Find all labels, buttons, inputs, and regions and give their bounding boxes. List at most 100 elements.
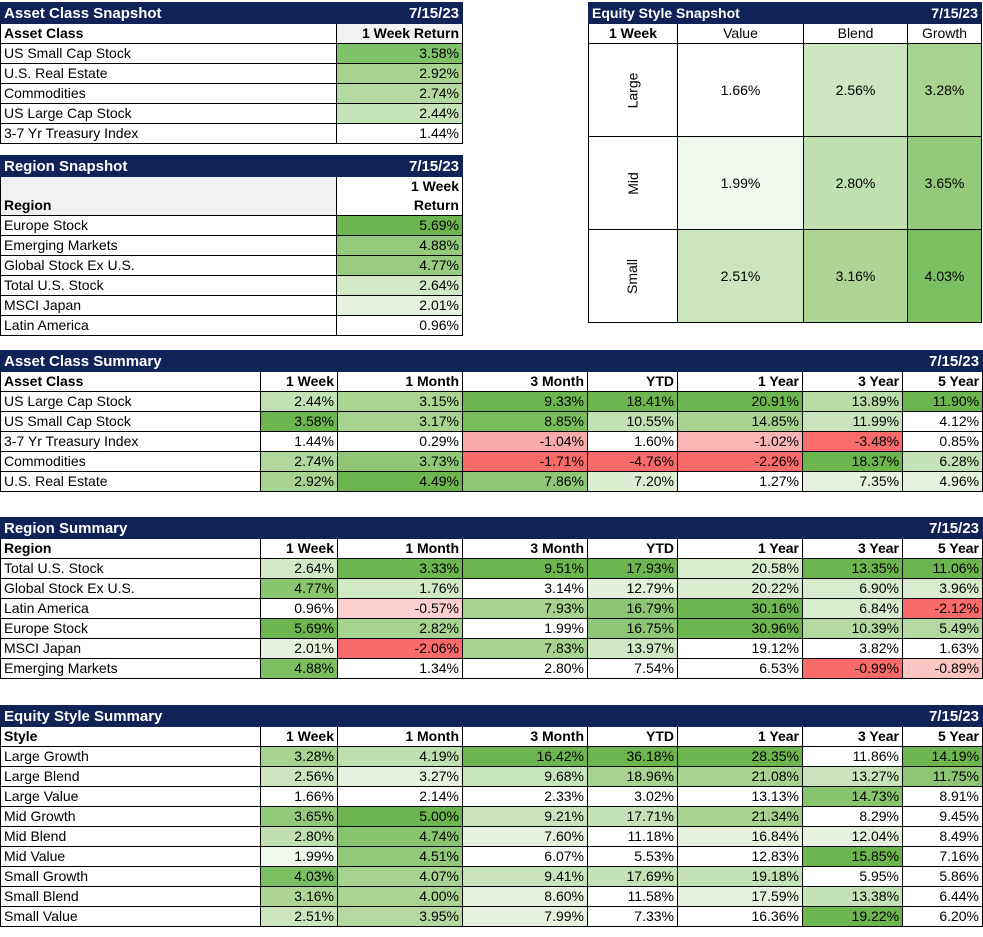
style-summary-row-label: Mid Growth [0, 806, 261, 827]
region-summary-cell: 17.93% [587, 558, 678, 579]
style-summary-cell: 21.08% [677, 766, 803, 787]
region-summary-row: MSCI Japan 2.01% -2.06% 7.83% 13.97% 19.12% 3.… [0, 638, 983, 659]
style-summary-col-header: YTD [587, 726, 678, 747]
asset-summary-cell: 7.35% [801, 471, 904, 492]
style-summary-cell: 2.56% [260, 766, 338, 787]
asset-summary-cell: 4.12% [902, 411, 983, 432]
asset-snapshot-row-label: 3-7 Yr Treasury Index [0, 123, 337, 144]
style-summary-row-label: Large Value [0, 786, 261, 807]
region-snapshot-col-value-line2: Return [336, 196, 463, 216]
asset-snapshot-row-label: Commodities [0, 83, 337, 104]
style-snapshot-cell: 3.28% [907, 43, 982, 137]
asset-snapshot-date: 7/15/23 [336, 2, 463, 24]
region-summary-cell: 7.93% [462, 598, 588, 619]
asset-summary-cell: 11.99% [801, 411, 904, 432]
asset-summary-cell: 3.15% [337, 391, 463, 412]
region-summary-cell: 16.75% [587, 618, 678, 639]
region-summary-col-header: 1 Year [677, 538, 803, 559]
region-summary-cell: 30.96% [677, 618, 803, 639]
style-summary-cell: 1.99% [260, 846, 338, 867]
region-summary-cell: -2.06% [337, 638, 463, 659]
region-snapshot-row-label: Europe Stock [0, 215, 337, 236]
asset-summary-row: US Large Cap Stock 2.44% 3.15% 9.33% 18.41% 2… [0, 391, 983, 412]
region-summary-row-label: Total U.S. Stock [0, 558, 261, 579]
asset-summary-title-row: Asset Class Summary 7/15/23 [0, 350, 983, 372]
asset-snapshot-row-value: 1.44% [336, 123, 463, 144]
region-summary-cell: 20.22% [677, 578, 803, 599]
region-summary-cell: 7.54% [587, 658, 678, 679]
style-snapshot-col-growth: Growth [907, 23, 982, 44]
region-snapshot-row-value: 4.77% [336, 255, 463, 276]
asset-summary-row-label: Commodities [0, 451, 261, 472]
style-summary-cell: 28.35% [677, 746, 803, 767]
style-summary-cell: 4.51% [337, 846, 463, 867]
region-summary-col-header: Region [0, 538, 261, 559]
asset-summary-title: Asset Class Summary [0, 350, 904, 372]
style-summary-cell: 7.33% [587, 906, 678, 927]
style-summary-col-header: 3 Year [801, 726, 904, 747]
style-summary-cell: 1.66% [260, 786, 338, 807]
asset-summary-col-header: Asset Class [0, 371, 261, 392]
style-snapshot-row-label: Small [624, 258, 641, 294]
region-summary-cell: 1.76% [337, 578, 463, 599]
region-summary-cell: -0.99% [802, 658, 903, 679]
style-summary-cell: 3.65% [260, 806, 338, 827]
style-summary-row-label: Mid Value [0, 846, 261, 867]
style-summary-cell: 14.73% [801, 786, 904, 807]
asset-summary-cell: 4.96% [902, 471, 983, 492]
region-snapshot-blank-cell [0, 176, 337, 196]
style-summary-cell: 8.49% [902, 826, 983, 847]
style-snapshot-title: Equity Style Snapshot [587, 2, 909, 24]
asset-summary-row-label: US Large Cap Stock [0, 391, 261, 412]
style-summary-row: Small Value 2.51% 3.95% 7.99% 7.33% 16.36% 19.… [0, 906, 983, 927]
region-summary-cell: -2.12% [902, 598, 983, 619]
region-summary-row: Latin America 0.96% -0.57% 7.93% 16.79% 30.16… [0, 598, 983, 619]
region-summary-cell: 6.84% [802, 598, 903, 619]
region-snapshot-row-value: 5.69% [336, 215, 463, 236]
asset-snapshot-col-value: 1 Week Return [336, 23, 463, 44]
asset-summary-col-header: 1 Month [337, 371, 463, 392]
style-summary-cell: 7.60% [462, 826, 588, 847]
style-summary-cell: 12.04% [801, 826, 904, 847]
asset-snapshot-row-label: US Large Cap Stock [0, 103, 337, 124]
asset-snapshot-row-value: 2.74% [336, 83, 463, 104]
style-summary-row: Small Growth 4.03% 4.07% 9.41% 17.69% 19.18% 5… [0, 866, 983, 887]
style-summary-row-label: Small Blend [0, 886, 261, 907]
asset-summary-cell: -1.02% [677, 431, 803, 452]
region-summary-cell: 12.79% [587, 578, 678, 599]
style-summary-cell: 15.85% [801, 846, 904, 867]
region-summary-cell: 0.96% [260, 598, 338, 619]
style-snapshot-cell: 2.51% [677, 229, 804, 323]
region-snapshot-row: Latin America 0.96% [0, 315, 463, 336]
region-summary-cell: -0.89% [902, 658, 983, 679]
region-summary-row: Europe Stock 5.69% 2.82% 1.99% 16.75% 30.96% 1… [0, 618, 983, 639]
asset-snapshot-row-value: 2.92% [336, 63, 463, 84]
style-summary-cell: 4.07% [337, 866, 463, 887]
asset-summary-cell: 1.27% [677, 471, 803, 492]
style-snapshot-cell: 3.65% [907, 136, 982, 230]
style-summary-cell: 17.71% [587, 806, 678, 827]
style-summary-cell: 5.00% [337, 806, 463, 827]
style-summary-cell: 14.19% [902, 746, 983, 767]
equity-style-summary: Equity Style Summary 7/15/23 Style 1 Week 1 … [0, 705, 983, 927]
asset-summary-col-header: 3 Month [462, 371, 588, 392]
region-summary-cell: 7.83% [462, 638, 588, 659]
style-summary-row-label: Large Growth [0, 746, 261, 767]
style-summary-cell: 19.18% [677, 866, 803, 887]
region-summary-cell: 5.69% [260, 618, 338, 639]
style-summary-cell: 6.20% [902, 906, 983, 927]
region-snapshot-row: Emerging Markets 4.88% [0, 235, 463, 256]
asset-summary-row: Commodities 2.74% 3.73% -1.71% -4.76% -2.26% 1… [0, 451, 983, 472]
region-summary-row-label: MSCI Japan [0, 638, 261, 659]
style-summary-cell: 11.18% [587, 826, 678, 847]
asset-summary-row: 3-7 Yr Treasury Index 1.44% 0.29% -1.04% 1.6… [0, 431, 983, 452]
asset-snapshot-row: U.S. Real Estate 2.92% [0, 63, 463, 84]
asset-snapshot-row: US Small Cap Stock 3.58% [0, 43, 463, 64]
region-summary-row-label: Global Stock Ex U.S. [0, 578, 261, 599]
style-summary-cell: 5.95% [801, 866, 904, 887]
region-snapshot-col-value-line1: 1 Week [336, 176, 463, 196]
style-summary-col-header: 1 Week [260, 726, 338, 747]
region-summary-cell: 9.51% [462, 558, 588, 579]
style-summary-cell: 13.27% [801, 766, 904, 787]
region-summary-cell: 11.06% [902, 558, 983, 579]
